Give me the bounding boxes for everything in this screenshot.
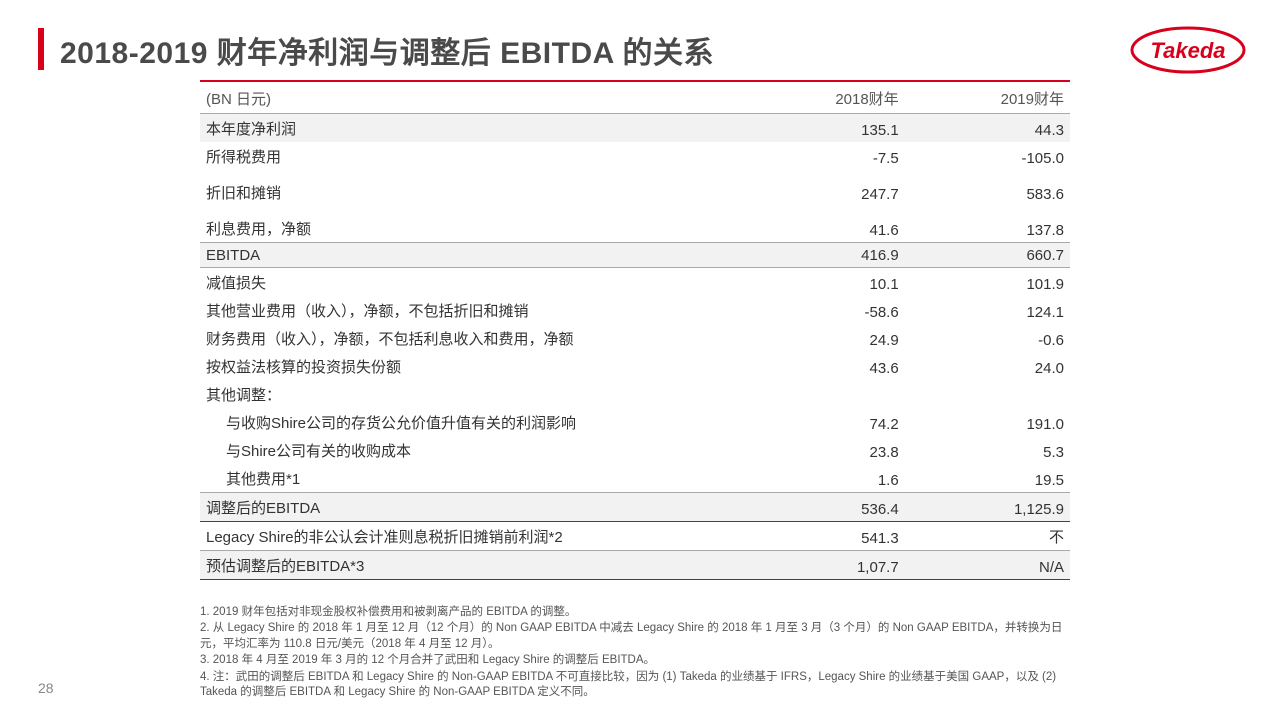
row-value-2018: 1,07.7 <box>739 551 904 580</box>
row-label: 财务费用（收入），净额，不包括利息收入和费用，净额 <box>200 324 739 352</box>
footnote-line: 4. 注：武田的调整后 EBITDA 和 Legacy Shire 的 Non-… <box>200 670 1080 701</box>
row-value-2018: 23.8 <box>739 436 904 464</box>
header-col-2018: 2018财年 <box>739 81 904 114</box>
row-value-2019: 137.8 <box>905 206 1070 243</box>
row-label: 其他调整： <box>200 380 739 408</box>
row-value-2019: 1,125.9 <box>905 493 1070 522</box>
row-value-2018: 43.6 <box>739 352 904 380</box>
row-value-2018 <box>739 380 904 408</box>
row-value-2019: 583.6 <box>905 170 1070 206</box>
footnote-line: 3. 2018 年 4 月至 2019 年 3 月的 12 个月合并了武田和 L… <box>200 653 1080 669</box>
row-label: 本年度净利润 <box>200 114 739 143</box>
table-row: 所得税费用-7.5-105.0 <box>200 142 1070 170</box>
table-row: 调整后的EBITDA536.41,125.9 <box>200 493 1070 522</box>
page-number: 28 <box>38 680 54 696</box>
row-value-2018: 536.4 <box>739 493 904 522</box>
row-label: EBITDA <box>200 243 739 268</box>
row-value-2019 <box>905 380 1070 408</box>
ebitda-table: (BN 日元) 2018财年 2019财年 本年度净利润135.144.3所得税… <box>200 80 1070 580</box>
row-value-2019: -0.6 <box>905 324 1070 352</box>
row-value-2018: 10.1 <box>739 268 904 297</box>
row-label: Legacy Shire的非公认会计准则息税折旧摊销前利润*2 <box>200 522 739 551</box>
row-value-2019: 660.7 <box>905 243 1070 268</box>
row-value-2018: 416.9 <box>739 243 904 268</box>
table-row: EBITDA416.9660.7 <box>200 243 1070 268</box>
row-value-2018: 24.9 <box>739 324 904 352</box>
row-value-2018: -58.6 <box>739 296 904 324</box>
row-label: 预估调整后的EBITDA*3 <box>200 551 739 580</box>
table-row: 预估调整后的EBITDA*31,07.7N/A <box>200 551 1070 580</box>
footnotes: 1. 2019 财年包括对非现金股权补偿费用和被剥离产品的 EBITDA 的调整… <box>200 605 1080 702</box>
ebitda-table-wrap: (BN 日元) 2018财年 2019财年 本年度净利润135.144.3所得税… <box>200 80 1070 580</box>
table-row: 利息费用，净额41.6137.8 <box>200 206 1070 243</box>
row-value-2018: 74.2 <box>739 408 904 436</box>
table-row: 折旧和摊销247.7583.6 <box>200 170 1070 206</box>
row-label: 所得税费用 <box>200 142 739 170</box>
table-row: 其他费用*11.619.5 <box>200 464 1070 493</box>
table-row: 财务费用（收入），净额，不包括利息收入和费用，净额24.9-0.6 <box>200 324 1070 352</box>
table-row: 减值损失10.1101.9 <box>200 268 1070 297</box>
row-label: 其他营业费用（收入），净额，不包括折旧和摊销 <box>200 296 739 324</box>
row-label: 利息费用，净额 <box>200 206 739 243</box>
row-value-2018: 1.6 <box>739 464 904 493</box>
table-header-row: (BN 日元) 2018财年 2019财年 <box>200 81 1070 114</box>
row-label: 减值损失 <box>200 268 739 297</box>
row-value-2019: 5.3 <box>905 436 1070 464</box>
row-label: 按权益法核算的投资损失份额 <box>200 352 739 380</box>
row-value-2019: 19.5 <box>905 464 1070 493</box>
row-value-2019: 不 <box>905 522 1070 551</box>
footnote-line: 1. 2019 财年包括对非现金股权补偿费用和被剥离产品的 EBITDA 的调整… <box>200 605 1080 621</box>
table-row: 本年度净利润135.144.3 <box>200 114 1070 143</box>
row-value-2019: 191.0 <box>905 408 1070 436</box>
logo-text: Takeda <box>1150 38 1225 63</box>
row-value-2018: 247.7 <box>739 170 904 206</box>
table-row: 与收购Shire公司的存货公允价值升值有关的利润影响74.2191.0 <box>200 408 1070 436</box>
table-row: 与Shire公司有关的收购成本23.85.3 <box>200 436 1070 464</box>
row-value-2019: 44.3 <box>905 114 1070 143</box>
header-col-2019: 2019财年 <box>905 81 1070 114</box>
row-label: 调整后的EBITDA <box>200 493 739 522</box>
row-value-2019: 24.0 <box>905 352 1070 380</box>
row-value-2019: N/A <box>905 551 1070 580</box>
slide-container: 2018-2019 财年净利润与调整后 EBITDA 的关系 Takeda (B… <box>0 0 1280 720</box>
row-value-2018: 41.6 <box>739 206 904 243</box>
row-value-2018: 135.1 <box>739 114 904 143</box>
row-label: 与Shire公司有关的收购成本 <box>200 436 739 464</box>
table-row: Legacy Shire的非公认会计准则息税折旧摊销前利润*2541.3不 <box>200 522 1070 551</box>
row-value-2018: 541.3 <box>739 522 904 551</box>
header-unit-label: (BN 日元) <box>200 81 739 114</box>
row-value-2018: -7.5 <box>739 142 904 170</box>
row-value-2019: 124.1 <box>905 296 1070 324</box>
slide-title: 2018-2019 财年净利润与调整后 EBITDA 的关系 <box>60 28 714 72</box>
row-label: 折旧和摊销 <box>200 170 739 206</box>
table-row: 按权益法核算的投资损失份额43.624.0 <box>200 352 1070 380</box>
row-value-2019: -105.0 <box>905 142 1070 170</box>
table-row: 其他营业费用（收入），净额，不包括折旧和摊销-58.6124.1 <box>200 296 1070 324</box>
row-value-2019: 101.9 <box>905 268 1070 297</box>
table-body: 本年度净利润135.144.3所得税费用-7.5-105.0折旧和摊销247.7… <box>200 114 1070 580</box>
row-label: 其他费用*1 <box>200 464 739 493</box>
footnote-line: 2. 从 Legacy Shire 的 2018 年 1 月至 12 月（12 … <box>200 621 1080 652</box>
table-row: 其他调整： <box>200 380 1070 408</box>
takeda-logo: Takeda <box>1128 24 1248 81</box>
title-accent-bar <box>38 28 44 70</box>
row-label: 与收购Shire公司的存货公允价值升值有关的利润影响 <box>200 408 739 436</box>
